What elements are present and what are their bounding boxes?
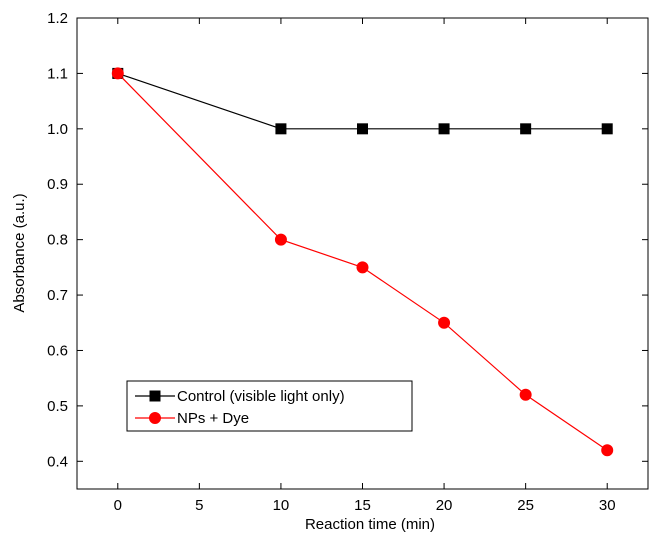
y-tick-label: 0.7 xyxy=(47,287,68,304)
data-point xyxy=(111,67,124,80)
data-point xyxy=(274,233,287,246)
series-line xyxy=(117,72,608,130)
x-axis-ticks: 0 5 10 15 20 25 30 xyxy=(114,18,616,514)
series-line xyxy=(117,72,608,451)
y-axis-title: Absorbance (a.u.) xyxy=(11,193,28,312)
series-layer xyxy=(111,67,614,457)
y-tick-label: 0.6 xyxy=(47,342,68,359)
data-point xyxy=(357,123,368,135)
x-tick-label: 30 xyxy=(599,497,616,514)
y-tick-label: 1.1 xyxy=(47,65,68,82)
data-point xyxy=(438,123,450,135)
y-tick-label: 1.2 xyxy=(47,10,68,27)
legend-marker xyxy=(149,390,161,402)
x-tick-label: 10 xyxy=(273,497,290,514)
series-1 xyxy=(112,67,613,135)
x-tick-label: 15 xyxy=(354,497,371,514)
legend-marker xyxy=(149,412,161,424)
legend-label: NPs + Dye xyxy=(177,410,249,427)
legend-box xyxy=(126,380,413,432)
x-tick-label: 25 xyxy=(517,497,534,514)
y-tick-label: 1.0 xyxy=(47,121,68,138)
y-tick-label: 0.5 xyxy=(47,398,68,415)
data-point xyxy=(601,123,613,135)
y-tick-label: 0.4 xyxy=(47,453,68,470)
y-tick-label: 0.8 xyxy=(47,232,68,249)
legend: Control (visible light only) NPs + Dye xyxy=(126,380,413,432)
x-tick-label: 20 xyxy=(436,497,453,514)
data-point xyxy=(356,261,369,274)
data-point xyxy=(601,444,614,457)
y-axis-ticks: 0.4 0.5 0.6 0.7 0.8 0.9 1.0 1.1 1.2 xyxy=(47,10,648,470)
data-point xyxy=(275,123,287,135)
x-tick-label: 0 xyxy=(114,497,122,514)
x-axis-title: Reaction time (min) xyxy=(305,516,435,533)
series-2 xyxy=(111,67,614,457)
data-point xyxy=(519,388,532,401)
legend-label: Control (visible light only) xyxy=(177,388,345,405)
x-tick-label: 5 xyxy=(195,497,203,514)
y-tick-label: 0.9 xyxy=(47,176,68,193)
data-point xyxy=(438,316,451,329)
data-point xyxy=(520,123,532,135)
